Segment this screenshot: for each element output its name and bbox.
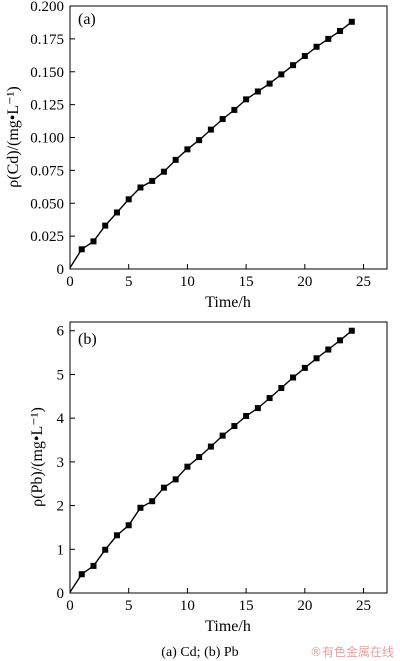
x-tick-label: 5 <box>125 274 133 290</box>
data-point <box>254 405 261 412</box>
data-point <box>160 168 167 175</box>
figure-caption: (a) Cd; (b) Pb <box>161 645 238 660</box>
data-point <box>172 156 179 163</box>
series-line <box>69 21 353 269</box>
chart-panel-a: (a) Time/h ρ(Cd)/(mg•L⁻¹) 0 5 10 15 20 25 0 0.0… <box>5 0 388 311</box>
y-tick-label: 0.200 <box>30 0 64 15</box>
data-point <box>337 27 344 34</box>
data-point <box>160 484 167 491</box>
data-point <box>78 571 85 578</box>
data-point <box>102 546 109 553</box>
data-point <box>325 346 332 353</box>
data-point <box>266 80 273 87</box>
x-tick-label: 15 <box>239 598 254 614</box>
y-tick-label: 0.050 <box>30 196 64 212</box>
data-point <box>266 395 273 402</box>
data-point <box>172 476 179 483</box>
series-line <box>69 330 353 593</box>
panel-label: (a) <box>78 11 96 28</box>
data-point <box>196 454 203 461</box>
data-point <box>325 35 332 42</box>
x-tick-label: 10 <box>180 598 195 614</box>
series-markers <box>78 18 355 253</box>
data-point <box>90 238 97 245</box>
plot-frame <box>69 5 388 270</box>
y-tick-label: 1 <box>57 542 65 558</box>
data-point <box>90 562 97 569</box>
data-point <box>231 106 238 113</box>
x-tick-label: 20 <box>297 598 312 614</box>
y-tick-label: 2 <box>57 499 65 515</box>
data-point <box>278 71 285 78</box>
y-tick-label: 0 <box>57 262 65 278</box>
data-point <box>254 88 261 95</box>
data-point <box>348 18 355 25</box>
chart-panel-b: (b) Time/h ρ(Pb)/(mg•L⁻¹) 0 5 10 15 20 25 0 1 2 3… <box>29 321 388 635</box>
data-point <box>301 364 308 371</box>
data-point <box>301 52 308 59</box>
x-tick-label: 0 <box>66 274 74 290</box>
y-tick-label: 0.075 <box>30 163 64 179</box>
data-point <box>290 62 297 69</box>
data-point <box>243 96 250 103</box>
data-point <box>149 498 156 505</box>
y-tick-label: 0 <box>57 586 65 602</box>
y-tick-label: 0.025 <box>30 229 64 245</box>
data-point <box>219 116 226 123</box>
x-tick-label: 15 <box>239 274 254 290</box>
x-axis-label: Time/h <box>205 618 251 635</box>
data-point <box>125 196 132 203</box>
data-point <box>207 443 214 450</box>
data-point <box>207 126 214 133</box>
data-point <box>196 137 203 144</box>
data-point <box>313 43 320 50</box>
data-point <box>78 246 85 253</box>
y-axis-label: ρ(Cd)/(mg•L⁻¹) <box>5 86 22 187</box>
data-point <box>137 504 144 511</box>
data-point <box>149 177 156 184</box>
data-point <box>243 412 250 419</box>
x-tick-label: 25 <box>356 274 371 290</box>
x-axis-label: Time/h <box>205 294 251 311</box>
panel-label: (b) <box>78 331 97 348</box>
axis-ticks <box>69 5 365 270</box>
data-point <box>313 355 320 362</box>
plot-frame <box>69 321 388 594</box>
y-tick-label: 0.100 <box>30 131 64 147</box>
y-axis-label: ρ(Pb)/(mg•L⁻¹) <box>29 407 46 507</box>
x-tick-label: 10 <box>180 274 195 290</box>
y-tick-label: 6 <box>57 324 65 340</box>
watermark: ®有色金属在线 <box>310 644 394 659</box>
data-point <box>125 522 132 529</box>
data-point <box>137 184 144 191</box>
data-point <box>184 146 191 153</box>
data-point <box>219 432 226 439</box>
x-tick-label: 5 <box>125 598 133 614</box>
axis-tick-labels: 0 5 10 15 20 25 0 0.025 0.050 0.075 0.100 0.125 0.15… <box>30 0 371 290</box>
data-point <box>184 463 191 470</box>
data-point <box>113 532 120 539</box>
y-tick-label: 3 <box>57 455 65 471</box>
data-point <box>348 327 355 334</box>
data-point <box>278 385 285 392</box>
x-tick-label: 0 <box>66 598 74 614</box>
data-point <box>102 222 109 229</box>
x-tick-label: 25 <box>356 598 371 614</box>
axis-ticks <box>69 330 365 594</box>
y-tick-label: 4 <box>57 411 65 427</box>
x-tick-label: 20 <box>297 274 312 290</box>
axis-tick-labels: 0 5 10 15 20 25 0 1 2 3 4 5 6 <box>57 324 372 614</box>
data-point <box>113 209 120 216</box>
y-tick-label: 5 <box>57 367 65 383</box>
data-point <box>290 374 297 381</box>
y-tick-label: 0.125 <box>30 98 64 114</box>
series-markers <box>78 327 355 578</box>
y-tick-label: 0.175 <box>30 32 64 48</box>
data-point <box>337 337 344 344</box>
data-point <box>231 423 238 430</box>
y-tick-label: 0.150 <box>30 65 64 81</box>
